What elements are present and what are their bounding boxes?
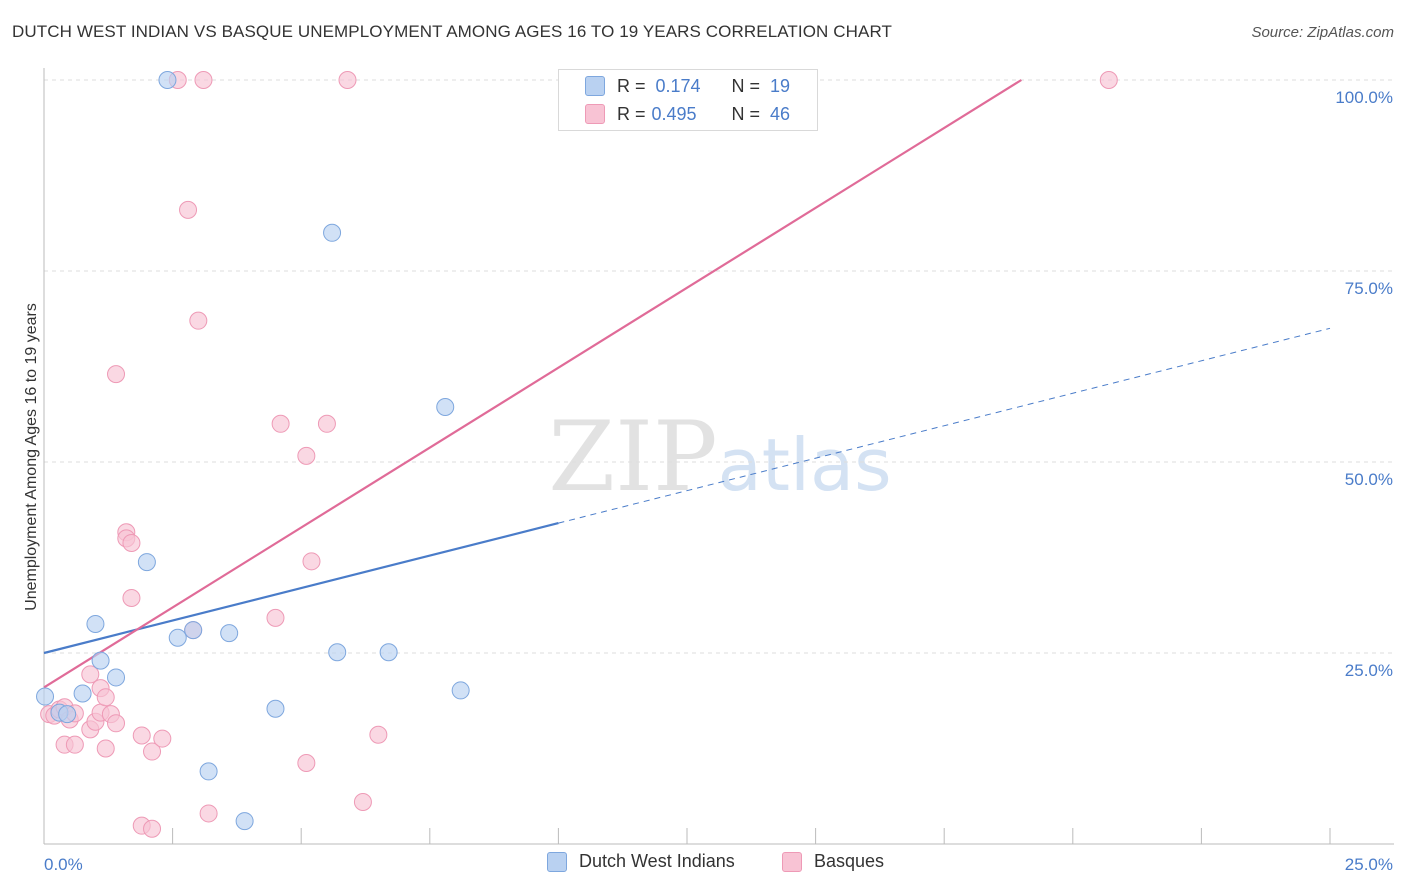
point-basques [65,735,84,754]
point-basques [271,414,290,433]
watermark-atlas: atlas [718,423,892,507]
point-dutch-west-indians [158,71,177,89]
legend-r-label: R = [617,75,646,96]
legend-r-value: 0.174 [655,75,701,96]
point-basques [302,552,321,571]
watermark: ZIPatlas [548,401,891,513]
point-basques [122,588,141,607]
point-dutch-west-indians [379,643,398,662]
legend-n-label: N = [731,75,761,96]
point-dutch-west-indians [323,223,342,242]
point-basques [143,819,162,838]
point-basques [266,608,285,627]
chart-source: Source: ZipAtlas.com [1251,24,1394,41]
gridlines [44,79,1394,654]
legend-r-value: 0.495 [651,103,697,124]
point-dutch-west-indians [107,668,126,687]
point-dutch-west-indians [73,684,92,703]
point-dutch-west-indians [184,621,203,640]
bottom-legend-swatch-pink [782,851,802,872]
point-dutch-west-indians [436,397,455,416]
x-tick-label: 0.0% [44,855,83,874]
point-dutch-west-indians [220,624,239,643]
point-dutch-west-indians [91,651,110,670]
y-axis-title: Unemployment Among Ages 16 to 19 years [23,303,40,611]
y-tick-label: 50.0% [1345,470,1393,489]
legend-n-value: 46 [770,103,791,124]
data-points [36,71,1118,838]
y-tick-label: 25.0% [1345,661,1393,680]
point-basques [107,365,126,384]
point-basques [199,804,218,823]
point-dutch-west-indians [235,812,254,831]
watermark-zip: ZIP [548,401,717,513]
point-dutch-west-indians [168,628,187,647]
point-basques [153,729,172,748]
legend-row-dutch-west-indians: R = 0.174 N = 19 [585,74,790,98]
point-dutch-west-indians [328,643,347,662]
legend-n-value: 19 [770,75,791,96]
point-dutch-west-indians [199,762,218,781]
point-basques [338,71,357,89]
legend-swatch-pink [585,104,605,124]
bottom-legend-basques: Basques [782,851,884,872]
stats-legend: R = 0.174 N = 19 R = 0.495 N = 46 [558,69,818,131]
point-basques [81,665,100,684]
legend-n-label: N = [731,103,761,124]
trend-line-dutch-west-indians [43,522,559,655]
bottom-legend-swatch-blue [547,851,567,872]
point-basques [353,792,372,811]
tick-labels: 25.0% 50.0% 75.0% 100.0% 0.0% 25.0% [44,88,1393,874]
y-tick-label: 75.0% [1345,279,1393,298]
point-basques [107,714,126,733]
trend-line-basques [43,79,1022,689]
point-basques [132,726,151,745]
point-basques [369,725,388,744]
y-tick-label: 100.0% [1335,88,1393,107]
chart-title: DUTCH WEST INDIAN VS BASQUE UNEMPLOYMENT… [12,22,893,41]
bottom-legend-label: Basques [814,851,885,871]
trend-line-dutch-west-indians-projection [558,327,1331,524]
point-dutch-west-indians [266,699,285,718]
point-basques [194,71,213,89]
x-tick-label: 25.0% [1345,855,1393,874]
bottom-legend-label: Dutch West Indians [579,851,735,871]
point-basques [189,311,208,330]
point-basques [122,533,141,552]
legend-r-label: R = [617,103,646,124]
point-dutch-west-indians [86,614,105,633]
point-basques [96,688,115,707]
point-basques [1099,71,1118,89]
legend-row-basques: R = 0.495 N = 46 [585,102,790,126]
bottom-legend-dutch-west-indians: Dutch West Indians [547,851,735,872]
point-basques [297,446,316,465]
point-dutch-west-indians [451,681,470,700]
point-basques [179,200,198,219]
legend-swatch-blue [585,76,605,96]
point-dutch-west-indians [137,553,156,572]
point-basques [143,742,162,761]
point-basques [297,754,316,773]
point-dutch-west-indians [36,687,55,706]
point-basques [317,414,336,433]
point-dutch-west-indians [58,705,77,724]
trend-lines [43,79,1331,689]
point-basques [96,739,115,758]
